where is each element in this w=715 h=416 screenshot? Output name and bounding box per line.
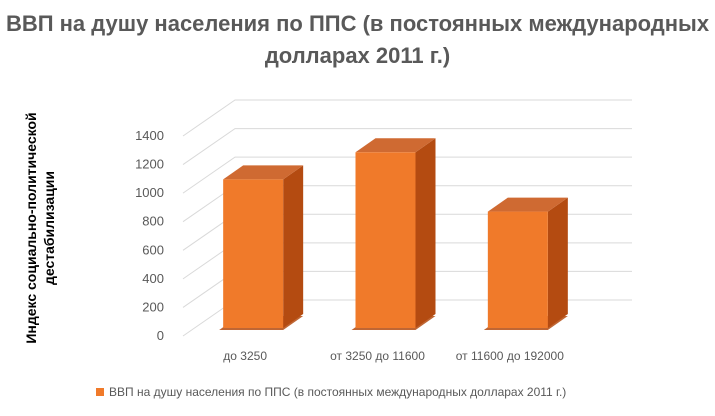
bar-2 [351,138,436,330]
bar-side [415,138,436,328]
legend-label: ВВП на душу населения по ППС (в постоянн… [109,385,567,399]
y-tick-label: 600 [142,242,164,257]
x-category-labels: до 3250 от 3250 до 11600 от 11600 до 19200… [223,349,564,363]
legend-swatch [96,388,104,396]
bar-side [283,165,304,328]
bar-front [355,152,416,328]
y-tick-label: 800 [142,214,164,229]
bar-top [355,138,436,153]
y-tick-label: 1000 [135,185,164,200]
y-tick-labels: 0 200 400 600 800 1000 1200 1400 [135,128,164,343]
legend: ВВП на душу населения по ППС (в постоянн… [96,384,566,400]
bar-front [487,211,548,328]
x-category-label: до 3250 [223,349,267,363]
y-tick-label: 400 [142,271,164,286]
chart-title: ВВП на душу населения по ППС (в постоянн… [5,11,710,68]
bar-1 [219,165,304,330]
gridline [182,99,632,137]
y-tick-label: 0 [157,328,164,343]
gridline [182,156,632,194]
gridline [182,128,632,165]
bar-side [547,197,568,328]
x-category-label: от 11600 до 192000 [456,349,564,363]
y-tick-label: 1200 [135,157,164,172]
bar-top [487,197,568,212]
y-tick-label: 200 [142,299,164,314]
bars [219,138,568,330]
bar-front [223,179,284,328]
bar-3 [483,197,568,330]
y-tick-label: 1400 [135,128,164,143]
x-category-label: от 3250 до 11600 [330,349,425,363]
bar-top [223,165,304,180]
